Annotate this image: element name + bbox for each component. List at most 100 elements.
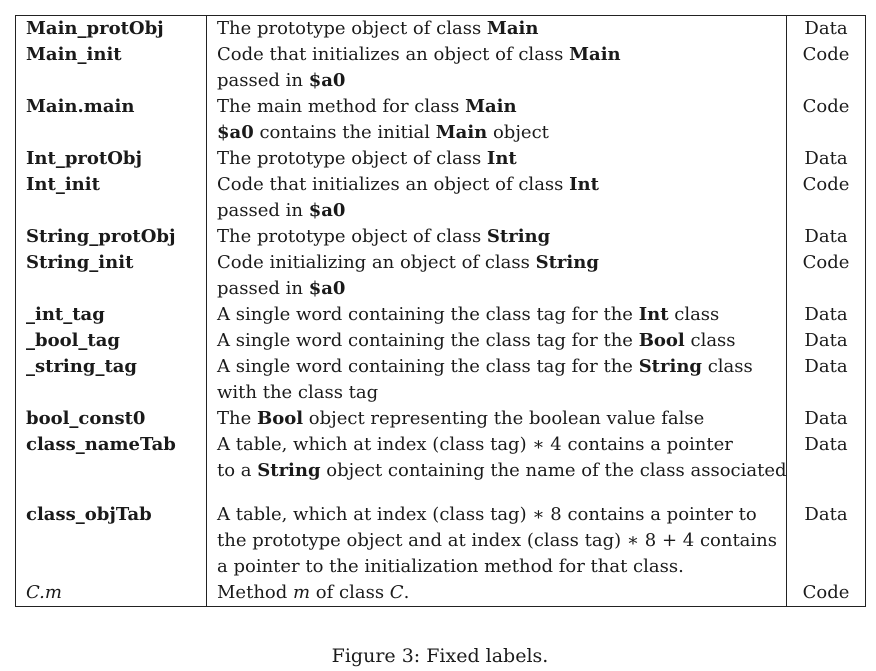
description-line: with the class tag: [217, 380, 776, 406]
description-text: class: [702, 356, 753, 377]
description-line: Code initializing an object of class Str…: [217, 250, 776, 276]
description-line: $a0 contains the initial Main object: [217, 120, 776, 146]
description-text: Code that initializes an object of class: [217, 44, 570, 65]
label-cell: String_init: [15, 250, 207, 302]
description-cell: The prototype object of class String: [206, 224, 787, 250]
description-cell: Code that initializes an object of class…: [206, 172, 787, 224]
table-row: C. m Method m of class C. Code: [15, 580, 866, 607]
table-row: bool_const0 The Bool object representing …: [15, 406, 866, 432]
table-row: Int_protObj The prototype object of class…: [15, 146, 866, 172]
description-text: $a0: [308, 70, 346, 91]
table-row: Main.main The main method for class Main $…: [15, 94, 866, 146]
table-row: class_objTab A table, which at index (cla…: [15, 502, 866, 580]
kind-cell: Code: [786, 580, 866, 607]
label-cell: Main_protObj: [15, 15, 207, 42]
table-row: Main_protObj The prototype object of clas…: [15, 15, 866, 42]
kind-cell: Data: [786, 354, 866, 406]
description-text: Main: [569, 44, 621, 65]
description-text: A table, which at index (class tag) ∗ 8 …: [217, 504, 757, 525]
label-cell: class_objTab: [15, 502, 207, 580]
description-text: C: [389, 582, 404, 603]
kind-cell: Code: [786, 172, 866, 224]
description-text: Int: [638, 304, 669, 325]
description-text: with the class tag: [217, 382, 379, 403]
description-line: A single word containing the class tag f…: [217, 328, 776, 354]
description-text: $a0: [308, 200, 346, 221]
kind-cell: Code: [786, 94, 866, 146]
description-text: to a: [217, 460, 258, 481]
label-cell: _int_tag: [15, 302, 207, 328]
description-text: m: [293, 582, 311, 603]
description-cell: The prototype object of class Main: [206, 15, 787, 42]
table-row: Int_init Code that initializes an object …: [15, 172, 866, 224]
label-cell: Main.main: [15, 94, 207, 146]
description-text: Int: [486, 148, 517, 169]
description-text: .: [403, 582, 410, 603]
description-text: object: [487, 122, 549, 143]
description-line: Code that initializes an object of class…: [217, 172, 776, 198]
description-line: A table, which at index (class tag) ∗ 4 …: [217, 432, 776, 458]
description-line: passed in $a0: [217, 68, 776, 94]
kind-cell: Data: [786, 15, 866, 42]
description-cell: A table, which at index (class tag) ∗ 4 …: [206, 432, 787, 502]
fixed-labels-table: Main_protObj The prototype object of clas…: [15, 15, 866, 607]
description-text: String: [638, 356, 702, 377]
table-row: String_protObj The prototype object of cl…: [15, 224, 866, 250]
description-text: The: [217, 408, 257, 429]
description-cell: The main method for class Main $a0 contai…: [206, 94, 787, 146]
label-cell: _string_tag: [15, 354, 207, 406]
table-row: Main_init Code that initializes an object…: [15, 42, 866, 94]
description-text: class: [668, 304, 720, 325]
description-text: The prototype object of class: [217, 18, 487, 39]
description-line: passed in $a0: [217, 276, 776, 302]
kind-cell: Data: [786, 432, 866, 502]
kind-cell: Data: [786, 328, 866, 354]
description-line: Method m of class C.: [217, 580, 776, 606]
label-cell: Int_init: [15, 172, 207, 224]
description-text: Method: [217, 582, 293, 603]
description-cell: A table, which at index (class tag) ∗ 8 …: [206, 502, 787, 580]
description-text: the prototype object and at index (class…: [217, 530, 778, 551]
label-cell: Main_init: [15, 42, 207, 94]
description-cell: Code initializing an object of class Str…: [206, 250, 787, 302]
description-text: A single word containing the class tag f…: [217, 356, 639, 377]
table-row: _string_tag A single word containing the …: [15, 354, 866, 406]
description-text: String: [257, 460, 321, 481]
label-cell: Int_protObj: [15, 146, 207, 172]
description-line: The Bool object representing the boolean…: [217, 406, 776, 432]
figure-caption: Figure 3: Fixed labels.: [331, 645, 549, 667]
description-text: The main method for class: [217, 96, 466, 117]
description-line: a pointer to the initialization method f…: [217, 554, 776, 580]
description-text: a pointer to the initialization method f…: [217, 556, 684, 577]
description-line: the prototype object and at index (class…: [217, 528, 778, 554]
kind-cell: Code: [786, 42, 866, 94]
description-text: Bool: [256, 408, 304, 429]
description-cell: Code that initializes an object of class…: [206, 42, 787, 94]
description-text: A single word containing the class tag f…: [217, 330, 639, 351]
description-text: $a0: [217, 122, 254, 143]
description-text: passed in: [217, 278, 309, 299]
description-text: of class: [310, 582, 390, 603]
label-cell: _bool_tag: [15, 328, 207, 354]
description-text: Main: [486, 18, 539, 39]
kind-cell: Data: [786, 224, 866, 250]
kind-cell: Data: [786, 302, 866, 328]
description-cell: A single word containing the class tag f…: [206, 354, 787, 406]
description-line: The prototype object of class String: [217, 224, 776, 250]
description-text: Code initializing an object of class: [217, 252, 536, 273]
kind-cell: Data: [786, 146, 866, 172]
description-text: Code that initializes an object of class: [217, 174, 570, 195]
description-text: The prototype object of class: [217, 226, 487, 247]
description-cell: The Bool object representing the boolean…: [206, 406, 787, 432]
label-cell: String_protObj: [15, 224, 207, 250]
description-text: The prototype object of class: [217, 148, 487, 169]
description-text: passed in: [217, 70, 309, 91]
description-text: Main: [465, 96, 517, 117]
description-cell: A single word containing the class tag f…: [206, 302, 787, 328]
kind-cell: Data: [786, 502, 866, 580]
description-line: The prototype object of class Main: [217, 16, 776, 42]
description-text: contains the initial: [253, 122, 436, 143]
description-line: to a String object containing the name o…: [217, 458, 787, 484]
description-text: String: [486, 226, 551, 247]
